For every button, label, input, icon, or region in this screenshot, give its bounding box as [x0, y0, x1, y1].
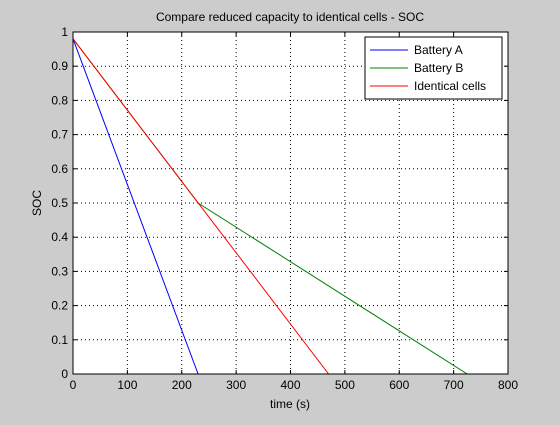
y-tick-label: 0.2 — [51, 299, 68, 313]
x-tick-label: 600 — [389, 378, 409, 392]
y-tick-label: 0.7 — [51, 128, 68, 142]
y-tick-label: 0.8 — [51, 93, 68, 107]
legend-label-identical-cells: Identical cells — [414, 79, 486, 93]
x-axis-label: time (s) — [270, 397, 310, 411]
x-tick-label: 200 — [172, 378, 192, 392]
y-tick-label: 0 — [61, 367, 68, 381]
y-tick-label: 0.9 — [51, 59, 68, 73]
y-tick-label: 0.3 — [51, 264, 68, 278]
legend-label-battery-a: Battery A — [414, 43, 463, 57]
x-tick-label: 400 — [280, 378, 300, 392]
y-tick-label: 0.6 — [51, 162, 68, 176]
x-tick-label: 800 — [498, 378, 518, 392]
x-tick-label: 100 — [117, 378, 137, 392]
chart-title: Compare reduced capacity to identical ce… — [156, 10, 424, 24]
y-tick-label: 1 — [61, 25, 68, 39]
legend: Battery A Battery B Identical cells — [365, 37, 502, 99]
x-tick-label: 300 — [226, 378, 246, 392]
x-tick-label: 700 — [444, 378, 464, 392]
y-axis-label: SOC — [30, 190, 44, 216]
y-tick-label: 0.4 — [51, 230, 68, 244]
x-tick-label: 0 — [70, 378, 77, 392]
legend-label-battery-b: Battery B — [414, 61, 463, 75]
y-tick-label: 0.5 — [51, 196, 68, 210]
x-tick-label: 500 — [335, 378, 355, 392]
y-tick-label: 0.1 — [51, 333, 68, 347]
